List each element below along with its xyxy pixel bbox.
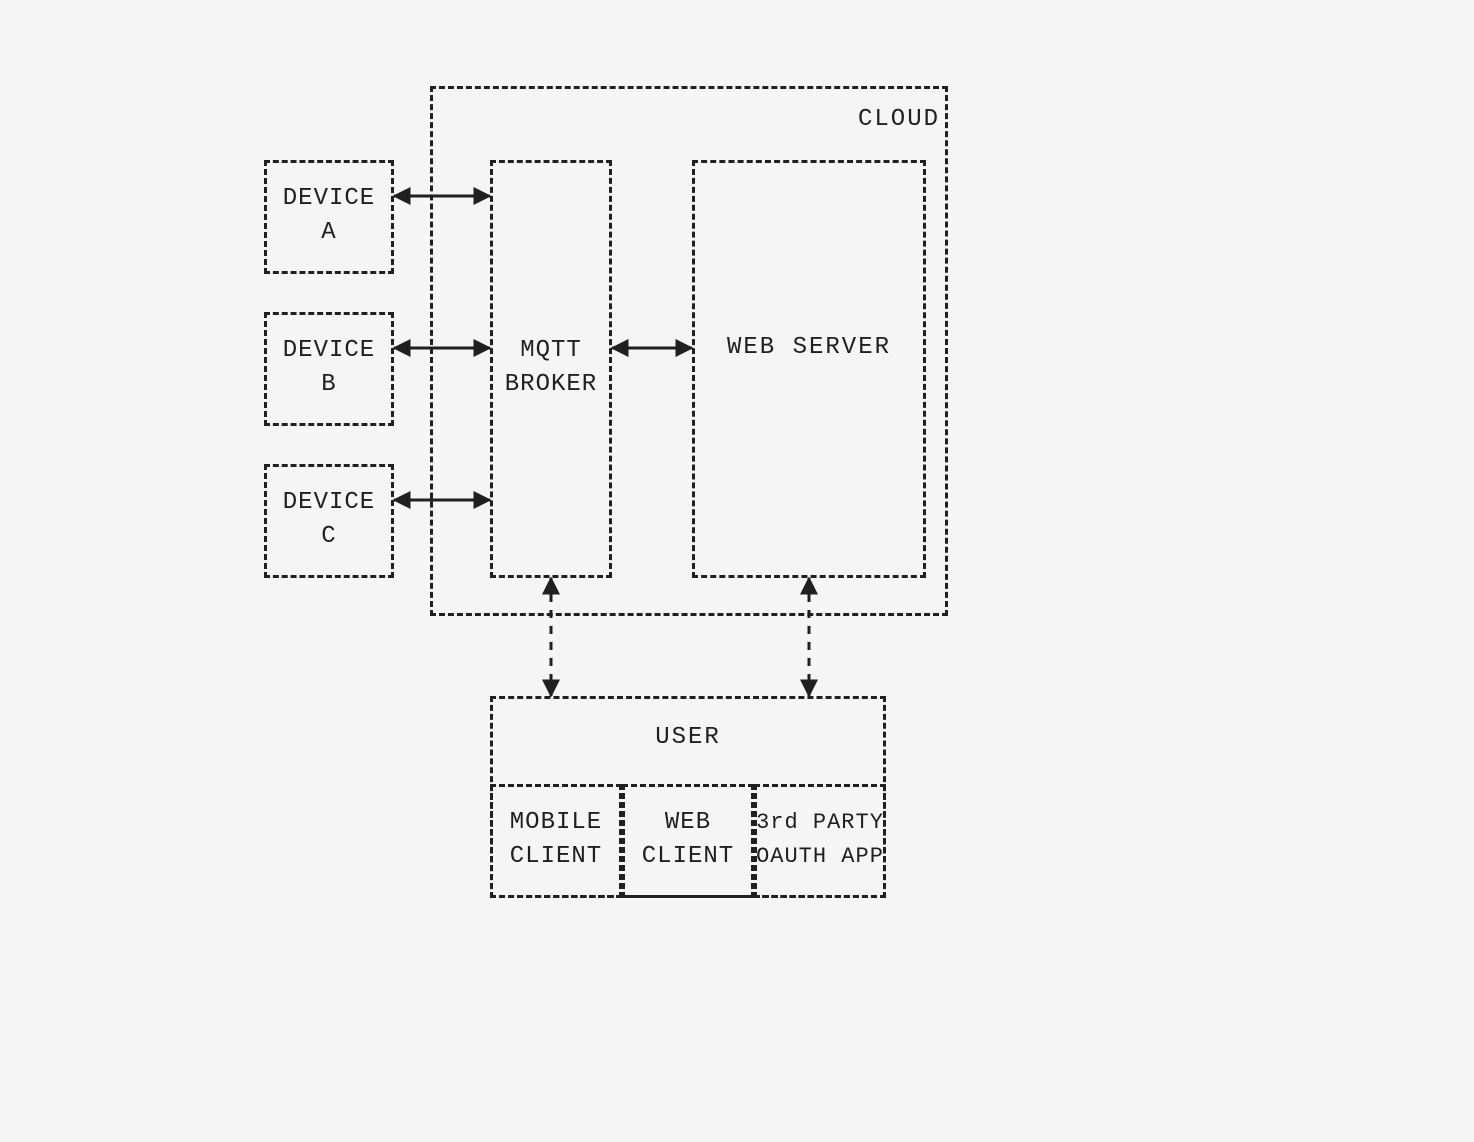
diagram-canvas: CLOUD DEVICE A DEVICE B DEVICE C MQTT BR… — [0, 0, 1474, 1142]
connectors — [0, 0, 1474, 1142]
